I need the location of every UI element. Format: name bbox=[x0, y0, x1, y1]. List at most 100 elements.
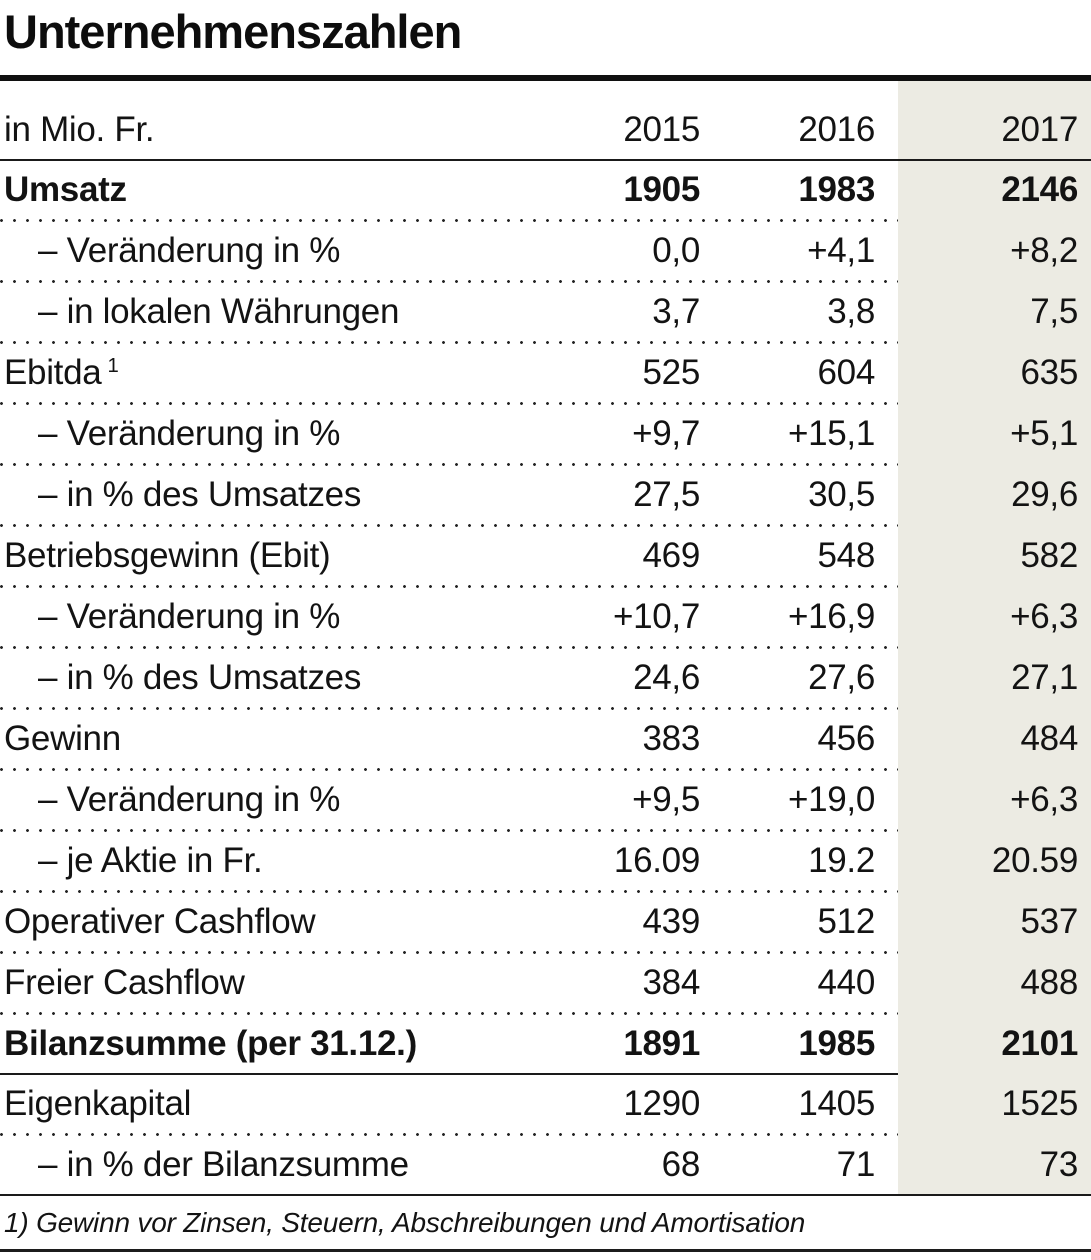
row-label: Freier Cashflow bbox=[4, 963, 245, 1003]
value-cell-2017: 484 bbox=[1020, 719, 1079, 759]
table-row: Freier Cashflow 384 440 488 bbox=[0, 954, 1091, 1012]
value-cell-2015: 3,7 bbox=[652, 292, 700, 332]
row-label: Operativer Cashflow bbox=[4, 902, 316, 942]
value-cell-2016: 440 bbox=[817, 963, 876, 1003]
table-row: Operativer Cashflow 439 512 537 bbox=[0, 893, 1091, 951]
value-cell-2015: 68 bbox=[661, 1145, 701, 1185]
value-cell-2016: 19.2 bbox=[808, 841, 875, 881]
value-cell-2017: 1525 bbox=[1001, 1084, 1078, 1124]
row-label: – Veränderung in % bbox=[38, 780, 341, 820]
value-cell-2015: 1290 bbox=[623, 1084, 700, 1124]
value-cell-2016: +15,1 bbox=[787, 414, 875, 454]
value-cell-2017: 488 bbox=[1020, 963, 1079, 1003]
value-cell-2016: 548 bbox=[817, 536, 876, 576]
row-label: – in % der Bilanzsumme bbox=[38, 1145, 409, 1185]
table-row: – Veränderung in % +9,5 +19,0 +6,3 bbox=[0, 771, 1091, 829]
value-cell-2017: 20.59 bbox=[991, 841, 1078, 881]
row-separator-dotted bbox=[0, 585, 1091, 589]
value-cell-2016: 1405 bbox=[798, 1084, 875, 1124]
value-cell-2015: +9,7 bbox=[632, 414, 700, 454]
value-cell-2015: 383 bbox=[642, 719, 701, 759]
value-cell-2015: 27,5 bbox=[633, 475, 700, 515]
row-label: – in % des Umsatzes bbox=[38, 475, 362, 515]
value-cell-2016: 3,8 bbox=[827, 292, 875, 332]
value-cell-2017: +6,3 bbox=[1010, 780, 1078, 820]
table-row: – in % der Bilanzsumme 68 71 73 bbox=[0, 1136, 1091, 1194]
row-separator-dotted bbox=[0, 219, 1091, 223]
value-cell-2015: +10,7 bbox=[612, 597, 700, 637]
value-cell-2017: 2146 bbox=[1001, 170, 1078, 210]
value-cell-2016: 1985 bbox=[798, 1024, 875, 1064]
value-cell-2017: 73 bbox=[1039, 1145, 1079, 1185]
value-cell-2016: 27,6 bbox=[808, 658, 875, 698]
row-label: – in lokalen Währungen bbox=[38, 292, 400, 332]
value-cell-2015: +9,5 bbox=[632, 780, 700, 820]
table-body: Umsatz 1905 1983 2146 – Veränderung in %… bbox=[0, 161, 1091, 1194]
row-label: – je Aktie in Fr. bbox=[38, 841, 263, 881]
highlight-column-2017 bbox=[898, 81, 1091, 1195]
row-label: – Veränderung in % bbox=[38, 231, 341, 271]
table-row: Ebitda 1 525 604 635 bbox=[0, 344, 1091, 402]
row-label: Bilanzsumme (per 31.12.) bbox=[4, 1024, 417, 1064]
table-row: Betriebsgewinn (Ebit) 469 548 582 bbox=[0, 527, 1091, 585]
row-label: – Veränderung in % bbox=[38, 597, 341, 637]
row-separator-dotted bbox=[0, 951, 1091, 955]
value-cell-2016: 456 bbox=[817, 719, 876, 759]
row-separator-solid bbox=[0, 1073, 1091, 1076]
table-row: Umsatz 1905 1983 2146 bbox=[0, 161, 1091, 219]
unit-label: in Mio. Fr. bbox=[4, 110, 155, 150]
value-cell-2016: 30,5 bbox=[808, 475, 875, 515]
row-label: Umsatz bbox=[4, 170, 127, 210]
row-label: – in % des Umsatzes bbox=[38, 658, 362, 698]
row-separator-dotted bbox=[0, 768, 1091, 772]
value-cell-2017: 2101 bbox=[1001, 1024, 1078, 1064]
table-row: Eigenkapital 1290 1405 1525 bbox=[0, 1075, 1091, 1133]
value-cell-2017: 7,5 bbox=[1030, 292, 1078, 332]
row-separator-dotted bbox=[0, 890, 1091, 894]
value-cell-2017: 582 bbox=[1020, 536, 1079, 576]
value-cell-2016: 604 bbox=[817, 353, 876, 393]
value-cell-2015: 0,0 bbox=[652, 231, 700, 271]
page-title: Unternehmenszahlen bbox=[4, 5, 462, 58]
row-label: Gewinn bbox=[4, 719, 121, 759]
value-cell-2017: 635 bbox=[1020, 353, 1079, 393]
table-grid: in Mio. Fr. 2015 2016 2017 Umsatz 1905 1… bbox=[0, 81, 1091, 1197]
year-column-header: 2017 bbox=[1001, 110, 1078, 150]
table-row: – Veränderung in % +9,7 +15,1 +5,1 bbox=[0, 405, 1091, 463]
table-row: – je Aktie in Fr. 16.09 19.2 20.59 bbox=[0, 832, 1091, 890]
value-cell-2016: 71 bbox=[836, 1145, 876, 1185]
footnote: 1) Gewinn vor Zinsen, Steuern, Abschreib… bbox=[4, 1206, 806, 1238]
table-header-row: in Mio. Fr. 2015 2016 2017 bbox=[0, 81, 1091, 162]
table-row: – in lokalen Währungen 3,7 3,8 7,5 bbox=[0, 283, 1091, 341]
row-label: – Veränderung in % bbox=[38, 414, 341, 454]
footnote-marker: 1 bbox=[107, 354, 119, 377]
value-cell-2016: +4,1 bbox=[807, 231, 875, 271]
row-separator-dotted bbox=[0, 524, 1091, 528]
row-separator-dotted bbox=[0, 1012, 1091, 1016]
value-cell-2015: 16.09 bbox=[613, 841, 700, 881]
row-label: Ebitda 1 bbox=[4, 353, 119, 393]
value-cell-2016: 1983 bbox=[798, 170, 875, 210]
year-column-header: 2015 bbox=[623, 110, 700, 150]
table-row: – in % des Umsatzes 27,5 30,5 29,6 bbox=[0, 466, 1091, 524]
row-separator-dotted bbox=[0, 280, 1091, 284]
row-separator-dotted bbox=[0, 646, 1091, 650]
row-separator-dotted bbox=[0, 1133, 1091, 1137]
value-cell-2015: 1891 bbox=[623, 1024, 700, 1064]
value-cell-2015: 525 bbox=[642, 353, 701, 393]
value-cell-2016: +16,9 bbox=[787, 597, 875, 637]
row-label: Betriebsgewinn (Ebit) bbox=[4, 536, 331, 576]
table-row: Bilanzsumme (per 31.12.) 1891 1985 2101 bbox=[0, 1015, 1091, 1073]
value-cell-2016: 512 bbox=[817, 902, 876, 942]
value-cell-2015: 384 bbox=[642, 963, 701, 1003]
value-cell-2017: +5,1 bbox=[1010, 414, 1078, 454]
value-cell-2015: 1905 bbox=[623, 170, 700, 210]
value-cell-2017: +6,3 bbox=[1010, 597, 1078, 637]
value-cell-2015: 24,6 bbox=[633, 658, 700, 698]
value-cell-2017: 537 bbox=[1020, 902, 1079, 942]
row-separator-dotted bbox=[0, 707, 1091, 711]
title-rule bbox=[0, 75, 1091, 82]
value-cell-2017: 27,1 bbox=[1011, 658, 1078, 698]
year-column-header: 2016 bbox=[798, 110, 875, 150]
row-separator-dotted bbox=[0, 341, 1091, 345]
